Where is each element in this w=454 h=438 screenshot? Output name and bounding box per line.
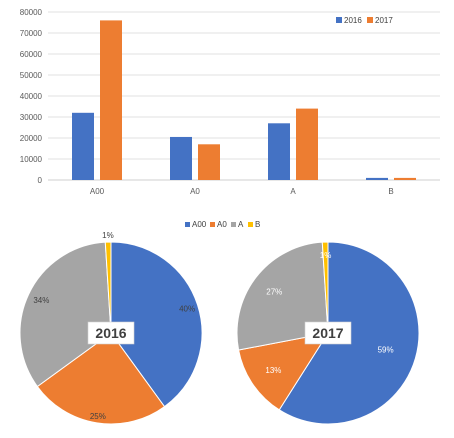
bar-A0-2017 — [198, 144, 220, 180]
y-tick-label: 30000 — [20, 113, 43, 122]
pie-2017: 59% 13% 27% 1% 2017 — [236, 241, 420, 425]
y-tick-label: 40000 — [20, 92, 43, 101]
pie-slice-B — [321, 241, 329, 334]
y-tick-label: 20000 — [20, 134, 43, 143]
y-tick-label: 50000 — [20, 71, 43, 80]
bar-y-axis: 0 10000 20000 30000 40000 50000 60000 70000 8000… — [20, 8, 43, 185]
legend-label-2017: 2017 — [375, 16, 393, 25]
pie-data-label-A00: 40% — [179, 304, 195, 313]
bar-marks — [72, 20, 416, 181]
y-tick-label: 80000 — [20, 8, 43, 17]
bar-B-2017 — [394, 177, 416, 180]
pie-2016: 40% 25% 34% 1% 2016 — [19, 231, 203, 425]
x-tick-label-B: B — [388, 187, 393, 196]
bar-B-2016 — [366, 177, 388, 180]
legend-swatch-A0 — [210, 222, 215, 227]
pie-data-label-B: 1% — [320, 251, 332, 260]
pie-center-label: 2017 — [312, 325, 343, 341]
bar-A-2016 — [268, 123, 290, 180]
pie-slice-A — [19, 241, 112, 388]
legend-swatch-2017 — [367, 17, 373, 23]
legend-swatch-2016 — [336, 17, 342, 23]
bar-chart: 0 10000 20000 30000 40000 50000 60000 70000 8000… — [20, 8, 440, 196]
bar-A-2017 — [296, 108, 318, 180]
bar-x-axis: A00 A0 A B — [90, 187, 394, 196]
pie-center-box — [304, 321, 352, 345]
y-tick-label: 0 — [38, 176, 43, 185]
x-tick-label-A: A — [290, 187, 296, 196]
pie-data-label-A00: 59% — [378, 346, 394, 355]
legend-label-A0: A0 — [217, 220, 227, 229]
pie-charts: A00 A0 A B 40% 25% 34% 1% 2016 59% 13% 27% 1% 20… — [19, 220, 420, 425]
pie-data-label-A: 34% — [33, 296, 49, 305]
bar-legend: 2016 2017 — [336, 16, 393, 25]
y-tick-label: 10000 — [20, 155, 43, 164]
legend-swatch-B — [248, 222, 253, 227]
legend-label-A: A — [238, 220, 244, 229]
pie-slice-A00 — [110, 241, 203, 408]
bar-A00-2016 — [72, 112, 94, 180]
pie-legend: A00 A0 A B — [185, 220, 260, 229]
pie-center-box — [87, 321, 135, 345]
pie-slice-B — [104, 241, 112, 334]
x-tick-label-A0: A0 — [190, 187, 200, 196]
legend-swatch-A — [231, 222, 236, 227]
y-tick-label: 70000 — [20, 29, 43, 38]
legend-label-B: B — [255, 220, 260, 229]
legend-label-2016: 2016 — [344, 16, 362, 25]
legend-swatch-A00 — [185, 222, 190, 227]
bar-A0-2016 — [170, 136, 192, 180]
pie-slice-A0 — [36, 332, 166, 425]
pie-data-label-A: 27% — [266, 287, 282, 296]
pie-data-label-B: 1% — [102, 231, 114, 240]
x-tick-label-A00: A00 — [90, 187, 105, 196]
legend-label-A00: A00 — [192, 220, 207, 229]
pie-data-label-A0: 25% — [90, 412, 106, 421]
pie-center-label: 2016 — [95, 325, 126, 341]
pie-slice-A0 — [238, 332, 330, 411]
pie-data-label-A0: 13% — [265, 366, 281, 375]
bar-A00-2017 — [100, 20, 122, 181]
y-tick-label: 60000 — [20, 50, 43, 59]
